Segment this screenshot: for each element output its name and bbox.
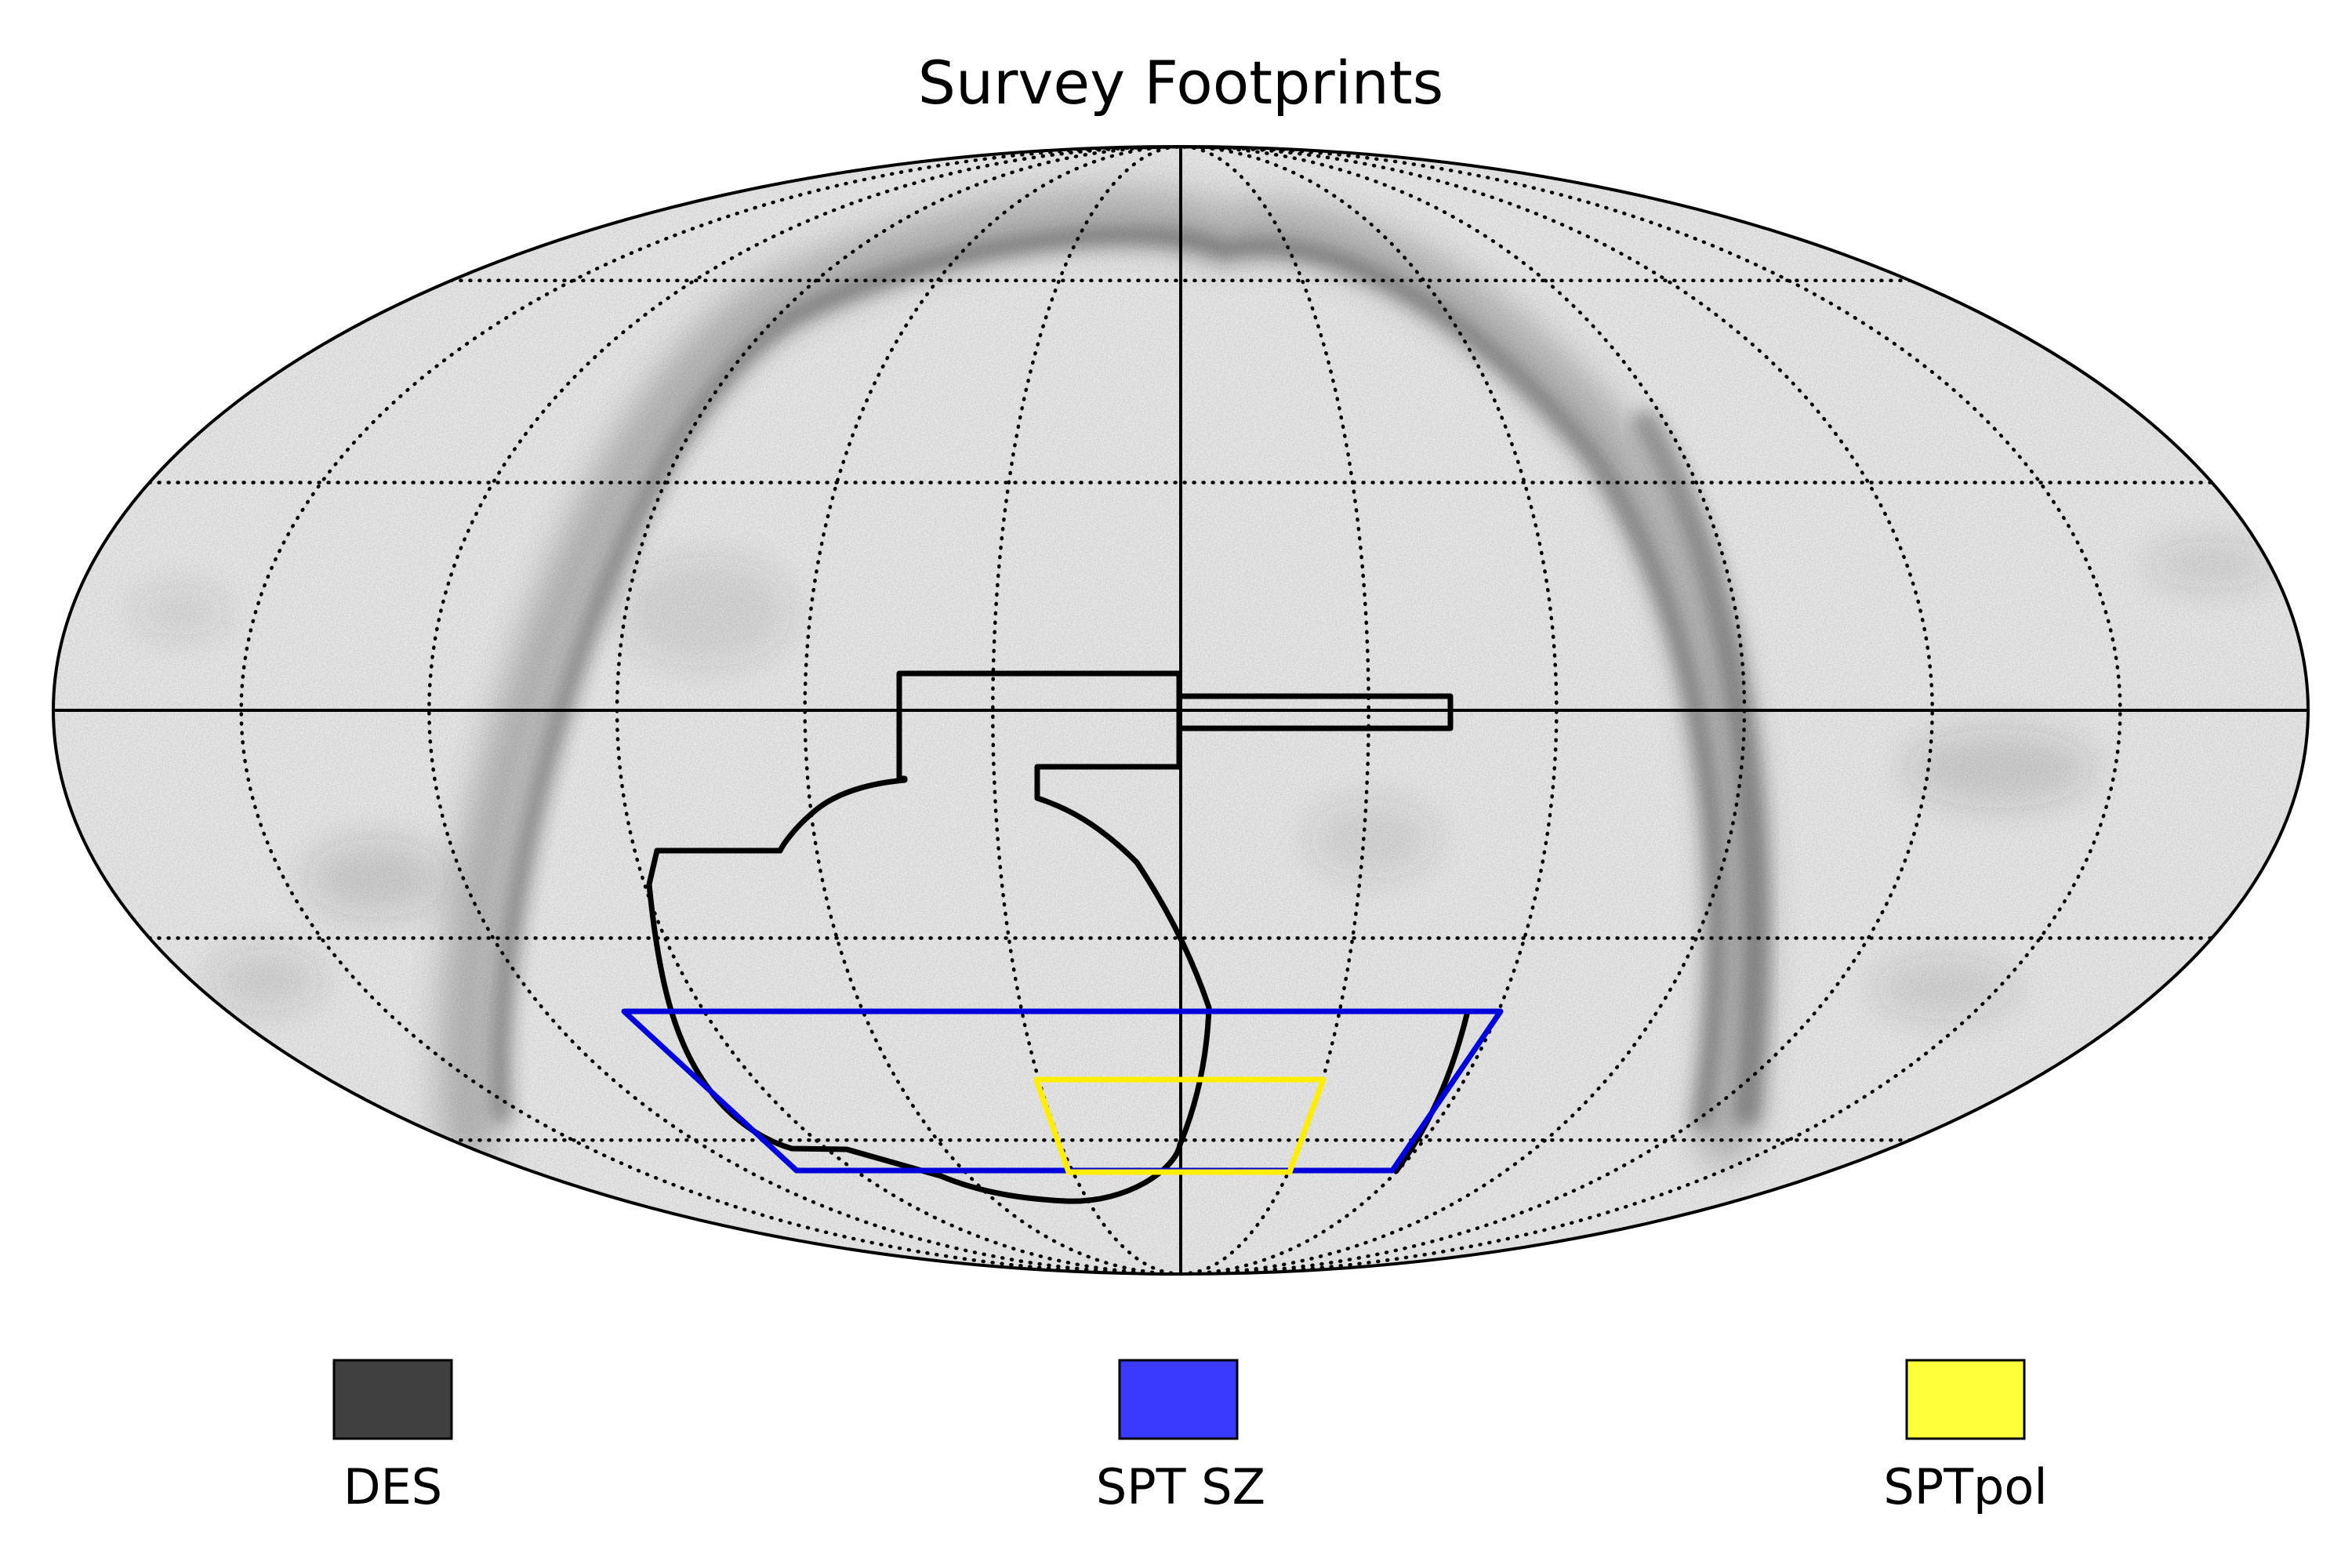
legend-label-spt-sz: SPT SZ [1096, 1458, 1265, 1515]
spt-sz-footprint-outline [621, 1008, 1504, 1174]
dust-clouds [133, 541, 2274, 1019]
des-footprint-outline [646, 670, 1212, 1204]
sptpol-footprint-outline [1033, 1076, 1327, 1175]
map-boundary [52, 145, 2310, 1276]
legend-swatch-sptpol [1905, 1359, 2026, 1440]
footprints [621, 670, 1504, 1204]
legend-label-sptpol: SPTpol [1883, 1458, 2047, 1515]
map-title: Survey Footprints [918, 48, 1444, 118]
legend: DES SPT SZ SPTpol [332, 1359, 2048, 1515]
legend-swatch-des [332, 1359, 453, 1440]
legend-item-des: DES [332, 1359, 453, 1515]
legend-item-sptpol: SPTpol [1883, 1359, 2048, 1515]
legend-item-spt-sz: SPT SZ [1096, 1359, 1265, 1515]
legend-swatch-spt-sz [1118, 1359, 1239, 1440]
legend-label-des: DES [343, 1458, 442, 1515]
des-stripe-outline [1179, 693, 1454, 731]
